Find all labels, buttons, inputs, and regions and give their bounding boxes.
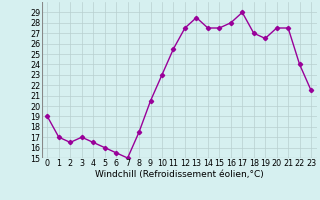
X-axis label: Windchill (Refroidissement éolien,°C): Windchill (Refroidissement éolien,°C) (95, 170, 264, 179)
